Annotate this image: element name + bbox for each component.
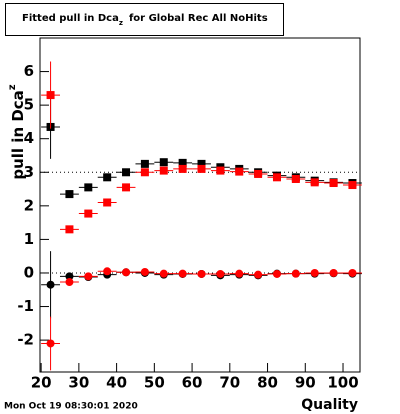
point bbox=[159, 269, 168, 278]
y-tick-label: -1 bbox=[17, 297, 34, 315]
x-tick-label: 100 bbox=[327, 374, 358, 392]
y-axis-label: pull in Dcaz bbox=[7, 84, 27, 179]
point bbox=[140, 168, 149, 177]
point bbox=[310, 268, 319, 277]
point bbox=[329, 268, 338, 277]
point bbox=[272, 173, 281, 182]
point bbox=[84, 183, 93, 192]
point bbox=[329, 179, 338, 188]
y-tick-label: 2 bbox=[24, 196, 34, 214]
point bbox=[291, 269, 300, 278]
y-tick-label: 5 bbox=[24, 96, 34, 114]
y-tick-label: 1 bbox=[24, 230, 34, 248]
point bbox=[84, 209, 93, 218]
point bbox=[140, 267, 149, 276]
x-tick-label: 90 bbox=[295, 374, 316, 392]
x-tick-label: 30 bbox=[68, 374, 89, 392]
point bbox=[65, 272, 74, 281]
x-tick-label: 20 bbox=[31, 374, 52, 392]
chart-title: Fitted pull in Dcaz for Global Rec All No… bbox=[22, 13, 268, 27]
point bbox=[103, 173, 112, 182]
point bbox=[291, 174, 300, 183]
x-axis-label: Quality bbox=[301, 397, 358, 413]
point bbox=[140, 159, 149, 168]
point bbox=[65, 190, 74, 199]
x-tick-label: 60 bbox=[182, 374, 203, 392]
y-tick-label: 4 bbox=[24, 129, 34, 147]
x-tick-label: 80 bbox=[257, 374, 278, 392]
point bbox=[197, 164, 206, 173]
x-tick-label: 40 bbox=[106, 374, 127, 392]
footer-date: Mon Oct 19 08:30:01 2020 bbox=[4, 402, 138, 412]
point bbox=[235, 167, 244, 176]
y-tick-label: 3 bbox=[24, 163, 34, 181]
point bbox=[216, 166, 225, 175]
point bbox=[348, 268, 357, 277]
point bbox=[122, 268, 131, 277]
point bbox=[178, 158, 187, 167]
point bbox=[254, 169, 263, 178]
point bbox=[122, 168, 131, 177]
point bbox=[46, 91, 55, 100]
plot-frame bbox=[39, 37, 361, 373]
point bbox=[159, 166, 168, 175]
point bbox=[46, 339, 55, 348]
point bbox=[272, 269, 281, 278]
point bbox=[197, 159, 206, 168]
title-box bbox=[5, 3, 284, 36]
y-tick-label: -2 bbox=[17, 331, 34, 349]
point bbox=[84, 272, 93, 281]
point bbox=[216, 269, 225, 278]
point bbox=[65, 225, 74, 234]
x-tick-label: 70 bbox=[219, 374, 240, 392]
point bbox=[197, 269, 206, 278]
point bbox=[178, 269, 187, 278]
point bbox=[65, 278, 74, 287]
point bbox=[235, 269, 244, 278]
point bbox=[310, 178, 319, 187]
x-tick-label: 50 bbox=[144, 374, 165, 392]
y-tick-label: 0 bbox=[24, 263, 34, 281]
point bbox=[103, 198, 112, 207]
point bbox=[254, 270, 263, 279]
point bbox=[122, 183, 131, 192]
point bbox=[178, 164, 187, 173]
y-tick-label: 6 bbox=[24, 62, 34, 80]
point bbox=[159, 158, 168, 167]
point bbox=[103, 267, 112, 276]
point bbox=[348, 181, 357, 190]
point bbox=[46, 280, 55, 289]
